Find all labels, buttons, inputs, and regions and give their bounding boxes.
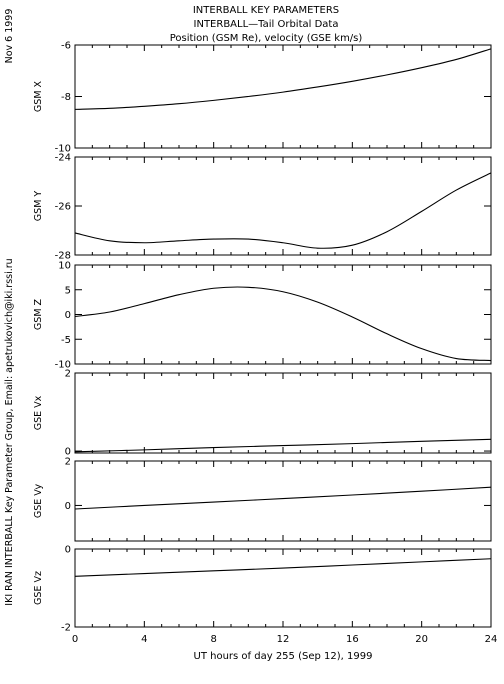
y-axis-label: GSM Z <box>33 298 44 330</box>
panel-2: -28 -26 -24 GSM Y <box>33 153 492 262</box>
title-line-3: Position (GSM Re), velocity (GSE km/s) <box>170 33 363 44</box>
panel-4: 0 2 GSE Vx <box>33 369 492 458</box>
y-axis-label: GSE Vy <box>33 483 44 518</box>
y-tick-label: -5 <box>61 335 71 346</box>
panel-frame <box>74 156 492 256</box>
y-tick-label: 0 <box>65 447 71 458</box>
chart-title: INTERBALL KEY PARAMETERS INTERBALL—Tail … <box>170 5 363 44</box>
y-axis-label: GSM Y <box>33 191 44 222</box>
y-axis-label: GSE Vx <box>33 395 44 430</box>
x-tick-label: 16 <box>346 634 359 645</box>
y-axis-label: GSM X <box>33 80 44 112</box>
y-tick-label: -2 <box>61 623 71 634</box>
series-line <box>74 286 492 362</box>
y-tick-label: -6 <box>61 41 71 52</box>
x-tick-label: 24 <box>485 634 498 645</box>
y-tick-label: 0 <box>65 310 71 321</box>
title-line-1: INTERBALL KEY PARAMETERS <box>193 5 339 16</box>
x-tick-label: 0 <box>72 634 78 645</box>
x-tick-label: 8 <box>210 634 216 645</box>
series-line <box>74 172 492 249</box>
x-axis-label: UT hours of day 255 (Sep 12), 1999 <box>194 651 373 662</box>
y-tick-label: -24 <box>55 153 71 164</box>
series-line <box>74 438 492 453</box>
series-line <box>74 48 492 110</box>
y-tick-label: -10 <box>55 144 71 155</box>
series-line <box>74 558 492 577</box>
y-tick-label: 2 <box>65 369 71 380</box>
y-tick-label: 5 <box>65 285 71 296</box>
x-tick-label: 20 <box>415 634 428 645</box>
y-axis-label: GSE Vz <box>33 571 44 605</box>
panel-1: -10 -8 -6 GSM X <box>33 41 492 155</box>
x-tick-label: 4 <box>141 634 147 645</box>
y-tick-label: -26 <box>55 202 71 213</box>
panel-frame <box>74 264 492 365</box>
panel-3: -10 -5 0 5 10 GSM Z <box>33 261 492 371</box>
panel-frame <box>74 548 492 628</box>
y-tick-label: 0 <box>65 501 71 512</box>
panel-frame <box>74 460 492 542</box>
side-credit: IKI RAN INTERBALL Key Parameter Group, E… <box>4 258 15 605</box>
series-line <box>74 486 492 510</box>
date-label: Nov 6 1999 <box>4 9 15 64</box>
y-tick-label: -28 <box>55 251 71 262</box>
y-tick-label: 2 <box>65 457 71 468</box>
panel-frame <box>74 44 492 149</box>
x-tick-label: 12 <box>277 634 290 645</box>
y-tick-label: 0 <box>65 545 71 556</box>
panel-5: 0 2 GSE Vy <box>33 457 492 542</box>
y-tick-label: 10 <box>58 261 71 272</box>
title-line-2: INTERBALL—Tail Orbital Data <box>194 19 339 30</box>
panel-6: -2 0 GSE Vz <box>33 545 492 634</box>
y-tick-label: -10 <box>55 360 71 371</box>
y-tick-label: -8 <box>61 92 71 103</box>
